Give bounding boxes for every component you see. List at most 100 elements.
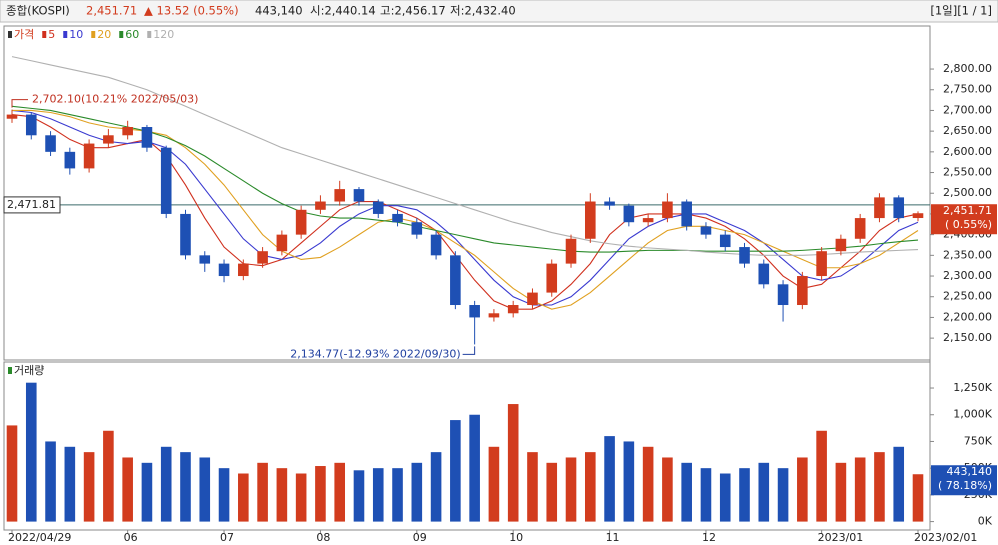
legend-swatch xyxy=(119,31,124,38)
volume-bar xyxy=(874,452,885,522)
y-tick-label: 2,700.00 xyxy=(943,103,992,116)
volume-bar xyxy=(315,466,326,522)
change: ▲ 13.52 (0.55%) xyxy=(144,4,239,18)
volume-bar xyxy=(257,462,268,522)
candle-body xyxy=(565,238,577,264)
x-tick-label: 12 xyxy=(702,531,716,544)
legend-label: 거래량 xyxy=(14,364,44,377)
volume-bar xyxy=(488,446,500,522)
volume-bar xyxy=(797,457,808,522)
y-tick-label: 1,250K xyxy=(953,381,992,394)
candle-body xyxy=(141,127,153,148)
volume-bar xyxy=(64,446,76,522)
y-tick-label: 2,200.00 xyxy=(943,310,992,323)
volume-bar xyxy=(276,468,288,522)
candle-body xyxy=(122,127,133,136)
candle-body xyxy=(507,305,519,314)
volume-bar xyxy=(565,457,577,522)
volume-bar xyxy=(122,457,133,522)
last-volume: 443,140 xyxy=(947,465,993,478)
volume-bar xyxy=(334,462,346,522)
volume-bar xyxy=(238,473,249,522)
last-price: 2,451.71 xyxy=(943,204,992,217)
price: 2,451.71 xyxy=(86,4,137,18)
y-tick-label: 2,650.00 xyxy=(943,124,992,137)
annotation-arrow xyxy=(462,346,476,355)
x-tick-label: 10 xyxy=(509,531,523,544)
y-tick-label: 2,150.00 xyxy=(943,331,992,344)
candle-body xyxy=(315,201,326,210)
candle-body xyxy=(353,189,365,202)
volume-bar xyxy=(411,462,423,522)
max-annotation: 2,702.10(10.21% 2022/05/03) xyxy=(32,93,198,106)
candle-body xyxy=(238,263,249,277)
volume: 443,140 xyxy=(255,4,303,18)
candle-body xyxy=(6,114,18,119)
legend-label: 10 xyxy=(69,28,83,41)
volume-bar xyxy=(584,452,596,522)
candle-body xyxy=(874,197,885,219)
volume-bar xyxy=(469,414,480,522)
candle-body xyxy=(912,213,924,219)
candle-body xyxy=(835,238,847,252)
reference-label: 2,471.81 xyxy=(7,198,56,211)
candle-body xyxy=(604,201,615,206)
volume-bar xyxy=(662,457,673,522)
volume-bar xyxy=(353,470,365,522)
legend-swatch xyxy=(63,31,68,38)
last-volume-change: ( 78.18%) xyxy=(938,479,992,492)
volume-bar xyxy=(6,425,18,522)
candle-body xyxy=(739,247,750,264)
candle-body xyxy=(527,292,538,306)
candle-body xyxy=(584,201,596,239)
candle-body xyxy=(295,209,307,235)
y-tick-label: 2,250.00 xyxy=(943,290,992,303)
y-tick-label: 0K xyxy=(978,515,993,528)
y-tick-label: 2,750.00 xyxy=(943,83,992,96)
y-tick-label: 750K xyxy=(964,434,993,447)
x-tick-label: 08 xyxy=(316,531,330,544)
high: 고:2,456.17 xyxy=(380,4,446,18)
volume-bar xyxy=(681,462,692,522)
candle-body xyxy=(662,201,673,219)
legend-label: 120 xyxy=(153,28,174,41)
volume-bar xyxy=(295,473,307,522)
candle-body xyxy=(642,218,654,223)
volume-bar xyxy=(141,462,153,522)
low: 저:2,432.40 xyxy=(450,4,516,18)
candle-body xyxy=(758,263,770,285)
y-tick-label: 2,300.00 xyxy=(943,269,992,282)
candle-body xyxy=(777,284,789,306)
legend-swatch xyxy=(8,367,12,374)
legend-swatch xyxy=(147,31,152,38)
index-name: 종합(KOSPI) xyxy=(6,4,70,18)
candle-body xyxy=(334,189,346,202)
y-tick-label: 2,550.00 xyxy=(943,166,992,179)
last-volume-box xyxy=(931,465,997,496)
candle-body xyxy=(372,201,384,214)
candle-body xyxy=(797,276,808,306)
legend-label: 60 xyxy=(125,28,139,41)
reference-label-box xyxy=(3,196,61,214)
period[interactable]: [1일][1 / 1] xyxy=(930,4,992,18)
candle-body xyxy=(180,213,191,256)
volume-bar xyxy=(218,468,230,522)
volume-bar xyxy=(25,382,37,522)
candle-body xyxy=(276,234,288,252)
volume-bar xyxy=(912,474,924,522)
candle-body xyxy=(469,305,480,318)
volume-bar xyxy=(199,457,211,522)
volume-bar xyxy=(83,452,95,522)
volume-bar xyxy=(527,452,538,522)
candle-body xyxy=(816,251,827,277)
candle-body xyxy=(257,251,268,264)
volume-bar xyxy=(816,430,827,522)
y-tick-label: 2,600.00 xyxy=(943,145,992,158)
volume-bar xyxy=(642,446,654,522)
volume-bar xyxy=(835,462,847,522)
volume-bar xyxy=(392,468,403,522)
candle-body xyxy=(430,234,442,256)
candle-body xyxy=(64,151,76,169)
